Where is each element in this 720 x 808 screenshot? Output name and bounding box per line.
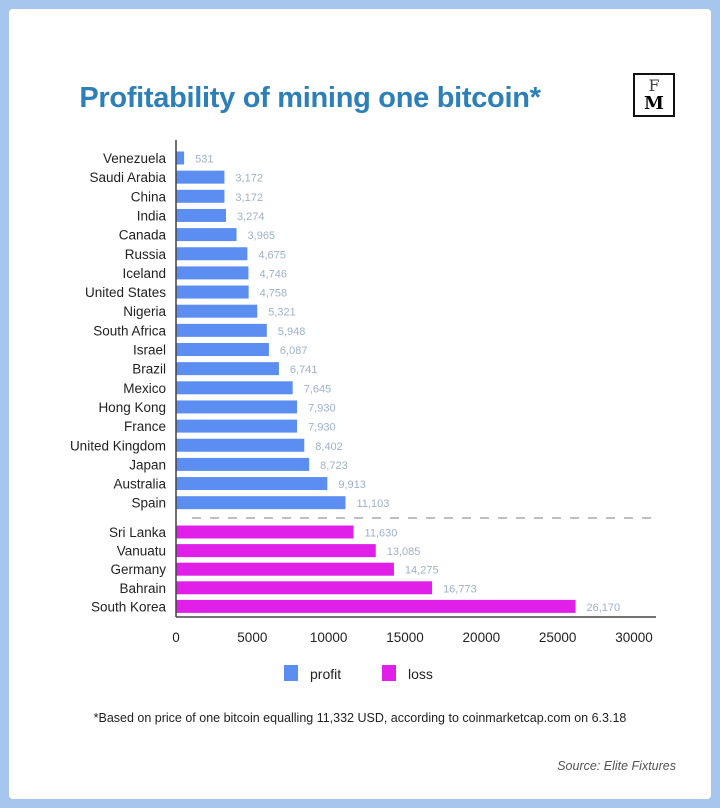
value-label: 3,965: [248, 230, 276, 242]
value-label: 7,645: [304, 383, 332, 395]
x-tick-label: 5000: [237, 630, 267, 645]
category-label: Canada: [119, 228, 167, 243]
category-label: Japan: [129, 457, 166, 472]
bar-profit: [176, 419, 298, 433]
bar-profit: [176, 323, 267, 337]
category-label: Saudi Arabia: [89, 170, 166, 185]
chart-card: [9, 9, 711, 799]
x-tick-label: 25000: [539, 630, 577, 645]
x-tick-label: 20000: [463, 630, 501, 645]
bar-profit: [176, 228, 237, 242]
bar-profit: [176, 266, 249, 280]
value-label: 6,741: [290, 364, 318, 376]
bar-profit: [176, 170, 225, 184]
bar-profit: [176, 304, 258, 318]
value-label: 531: [195, 154, 213, 166]
bar-loss: [176, 525, 354, 539]
category-label: Sri Lanka: [109, 525, 167, 540]
source-note: Source: Elite Fixtures: [557, 759, 676, 773]
bar-loss: [176, 599, 576, 613]
x-tick-label: 15000: [386, 630, 424, 645]
value-label: 14,275: [405, 565, 439, 577]
bar-loss: [176, 581, 433, 595]
bar-profit: [176, 285, 249, 299]
value-label: 8,402: [315, 441, 343, 453]
bar-profit: [176, 362, 279, 376]
category-label: Brazil: [132, 362, 166, 377]
category-label: India: [137, 208, 167, 223]
value-label: 4,746: [259, 268, 287, 280]
category-label: United States: [85, 285, 166, 300]
bar-profit: [176, 496, 346, 510]
value-label: 11,630: [365, 528, 398, 540]
value-label: 5,948: [278, 326, 306, 338]
bar-profit: [176, 189, 225, 203]
category-label: Germany: [110, 562, 166, 577]
category-label: France: [124, 419, 166, 434]
bar-profit: [176, 438, 305, 452]
value-label: 7,930: [308, 402, 336, 414]
category-label: United Kingdom: [70, 438, 166, 453]
bar-profit: [176, 208, 226, 222]
category-label: Nigeria: [123, 304, 166, 319]
value-label: 8,723: [320, 460, 348, 472]
category-label: Iceland: [122, 266, 166, 281]
value-label: 4,675: [258, 249, 286, 261]
footnote: *Based on price of one bitcoin equalling…: [93, 711, 627, 725]
value-label: 26,170: [587, 602, 621, 614]
category-label: Israel: [133, 343, 166, 358]
bar-profit: [176, 381, 293, 395]
value-label: 4,758: [260, 288, 288, 300]
bar-profit: [176, 247, 248, 261]
value-label: 9,913: [338, 479, 366, 491]
value-label: 11,103: [357, 498, 390, 510]
legend-label-loss: loss: [408, 666, 433, 682]
bar-profit: [176, 343, 269, 356]
category-label: Mexico: [123, 381, 166, 396]
x-tick-label: 10000: [310, 630, 348, 645]
legend-swatch-loss: [382, 665, 396, 681]
chart-title: Profitability of mining one bitcoin*: [79, 82, 541, 114]
category-label: Venezuela: [103, 151, 167, 166]
category-label: Spain: [131, 496, 166, 511]
bar-profit: [176, 400, 298, 414]
category-label: South Africa: [93, 323, 166, 338]
bar-profit: [176, 477, 328, 491]
bar-loss: [176, 562, 394, 576]
value-label: 16,773: [443, 583, 477, 595]
category-label: Australia: [113, 477, 166, 492]
bar-profit: [176, 457, 310, 471]
value-label: 3,274: [237, 211, 265, 223]
category-label: Vanuatu: [117, 544, 166, 559]
category-label: China: [131, 189, 167, 204]
legend-swatch-profit: [284, 665, 298, 681]
value-label: 7,930: [308, 422, 336, 434]
bar-loss: [176, 544, 376, 558]
category-label: Bahrain: [119, 581, 166, 596]
legend-label-profit: profit: [310, 666, 341, 682]
value-label: 5,321: [268, 307, 296, 319]
x-tick-label: 0: [172, 630, 180, 645]
value-label: 6,087: [280, 345, 308, 357]
category-label: Hong Kong: [98, 400, 166, 415]
value-label: 3,172: [235, 192, 263, 204]
category-label: Russia: [125, 247, 167, 262]
value-label: 13,085: [387, 546, 421, 558]
value-label: 3,172: [235, 173, 263, 185]
category-label: South Korea: [91, 599, 167, 614]
bar-profit: [176, 151, 185, 165]
x-tick-label: 30000: [615, 630, 653, 645]
